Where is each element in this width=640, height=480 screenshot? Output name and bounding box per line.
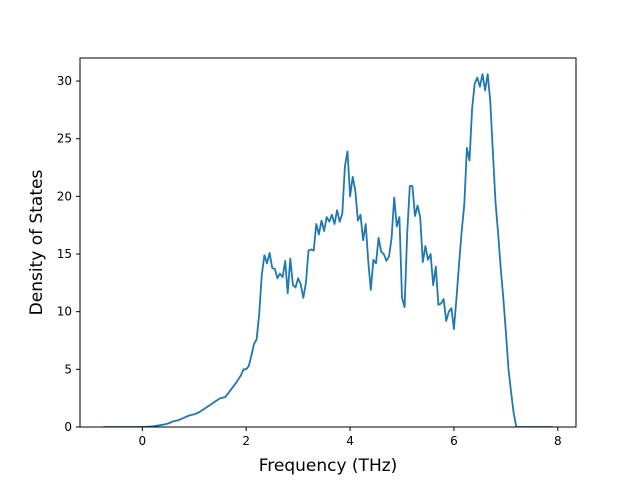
y-axis-label: Density of States (27, 170, 47, 316)
x-tick-label: 2 (242, 434, 250, 448)
y-tick-label: 10 (57, 305, 72, 319)
y-tick-label: 25 (57, 132, 72, 146)
y-tick-label: 30 (57, 74, 72, 88)
plot-frame (79, 57, 577, 428)
y-tick-label: 20 (57, 189, 72, 203)
x-axis-label: Frequency (THz) (259, 456, 398, 476)
x-tick-label: 8 (554, 434, 562, 448)
y-tick-label: 5 (64, 362, 72, 376)
x-tick-label: 4 (346, 434, 354, 448)
y-axis-ticks: 0 5 10 15 20 25 30 (57, 74, 80, 434)
series-layer (103, 73, 553, 427)
x-axis-ticks: 0 2 4 6 8 (139, 427, 562, 448)
dos-series-line (103, 73, 553, 427)
x-tick-label: 0 (139, 434, 147, 448)
y-tick-label: 0 (64, 420, 72, 434)
y-tick-label: 15 (57, 247, 72, 261)
x-tick-label: 6 (450, 434, 458, 448)
